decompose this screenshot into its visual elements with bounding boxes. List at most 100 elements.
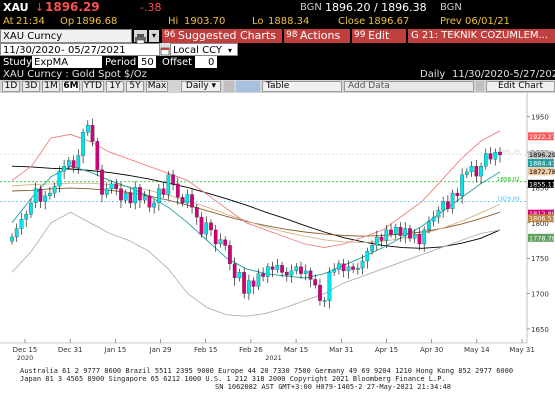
candle-body [417,233,422,245]
security-field-text: XAU Curncy [3,31,63,42]
close-label: Close [338,16,366,27]
chart-menu-dropdown[interactable]: ▾ [149,30,159,42]
candle-body [341,263,346,272]
candle-body [460,174,464,197]
footer-line-2: Japan 81 3 4565 8900 Singapore 65 6212 1… [20,375,446,383]
price-tag [528,233,554,242]
x-tick-label: Mar 31 [329,346,353,354]
price-tag [528,209,554,218]
price-tag-label: 1778.78 [529,234,555,242]
source-label-2: BGN [440,2,462,13]
chart-title-tab[interactable]: G 21: TEKNIK COZUMLEM... [408,29,555,43]
candle-body [128,192,133,204]
candle-body [332,269,337,273]
footer-line-1: Australia 61 2 9777 8600 Brazil 5511 239… [20,367,514,375]
period-button-ytd[interactable]: YTD [82,81,104,92]
period-label: Period [105,57,137,68]
frequency-select[interactable]: Daily ▾ [181,81,221,92]
candle-body [256,273,261,287]
candle-body [464,171,469,175]
period-input[interactable]: 50 [138,56,156,68]
candle-body [199,216,204,235]
study-value: ExpMA [34,57,69,68]
table-button[interactable]: Table [262,81,342,92]
price-tag [528,150,554,159]
candle-body [171,174,175,185]
candle-body [441,201,445,211]
actions-button[interactable]: 98 Actions [284,29,350,43]
line-style-icon[interactable] [224,81,234,92]
candle-body [29,202,33,215]
candle-body [14,228,19,238]
x-tick-label: May 14 [464,346,490,354]
bid-ask: 1896.20 / 1896.38 [325,1,427,14]
footer: Australia 61 2 9777 8600 Brazil 5511 239… [0,360,555,400]
candle-body [180,197,185,204]
candle-body [190,194,194,208]
candle-body [265,266,270,277]
candle-body [289,270,294,276]
edit-chart-button[interactable]: Edit Chart [486,81,555,92]
candle-body [104,188,109,195]
x-tick-label: Feb 26 [239,346,263,354]
settings-icon[interactable] [476,81,484,92]
price-tag-label: 1896.29 [529,151,555,159]
period-button-max[interactable]: Max [146,81,168,92]
candle-body [218,239,223,245]
down-arrow-icon: ↓ [35,1,45,14]
candle-body [213,229,218,245]
security-field[interactable]: XAU Curncy [0,29,132,43]
candle-body [469,166,474,173]
candle-body [81,132,85,156]
price-tag-label: 1872.78 [529,168,555,176]
candle-body [185,194,190,204]
calendar-icon[interactable] [160,43,170,56]
period-button-1d[interactable]: 1D [2,81,20,92]
x-tick-label: Jan 15 [103,346,126,354]
candle-body [52,185,57,194]
candle-body [436,209,441,218]
edit-button[interactable]: 99 Edit [352,29,406,43]
time-value: 21:34 [16,16,45,27]
candle-body [19,219,24,229]
period-button-1y[interactable]: 1Y [106,81,124,92]
chart-type-icon[interactable] [236,81,260,92]
candle-body [398,226,403,236]
candle-body [62,166,66,172]
period-button-1m[interactable]: 1M [42,81,60,92]
quote-row-1: XAU ↓ 1896.29 -.38 BGN 1896.20 / 1896.38… [0,0,555,16]
y-tick-label: 1750 [531,255,549,263]
candle-body [95,141,100,170]
candle-body [389,229,393,235]
study-select[interactable]: ExpMA [32,56,102,68]
chevron-down-icon: ▾ [228,46,233,55]
candle-body [152,202,156,208]
candle-body [251,280,256,287]
period-button-5y[interactable]: 5Y [126,81,144,92]
y-tick-label: 1950 [531,114,549,122]
suggested-charts-button[interactable]: 96 Suggested Charts [162,29,282,43]
candle-body [455,192,460,197]
offset-input[interactable]: 0 [195,56,217,68]
date-separator: - [61,45,65,56]
period-button-3d[interactable]: 3D [22,81,40,92]
date-range-field[interactable]: 11/30/2020 - 05/27/2021 [0,43,160,56]
high-label: Hi [168,16,179,27]
currency-select[interactable]: Local CCY ▾ [170,43,238,56]
x-tick-label: Jan 29 [149,346,172,354]
security-description: XAU Curncy : Gold Spot $/Oz [3,69,147,80]
price-tag-label: 1812.89 [529,210,555,218]
printer-icon[interactable] [134,30,147,45]
period-button-6m[interactable]: 6M [62,81,80,92]
moving-average-line [11,130,501,249]
candle-body [403,228,408,236]
moving-average-line [11,187,501,237]
prev-label: Prev [440,16,462,27]
candle-body [337,263,341,270]
add-data-field[interactable]: Add Data [344,81,474,92]
candle-body [247,280,251,294]
candle-body [356,267,360,270]
x-tick-label: Feb 15 [194,346,218,354]
